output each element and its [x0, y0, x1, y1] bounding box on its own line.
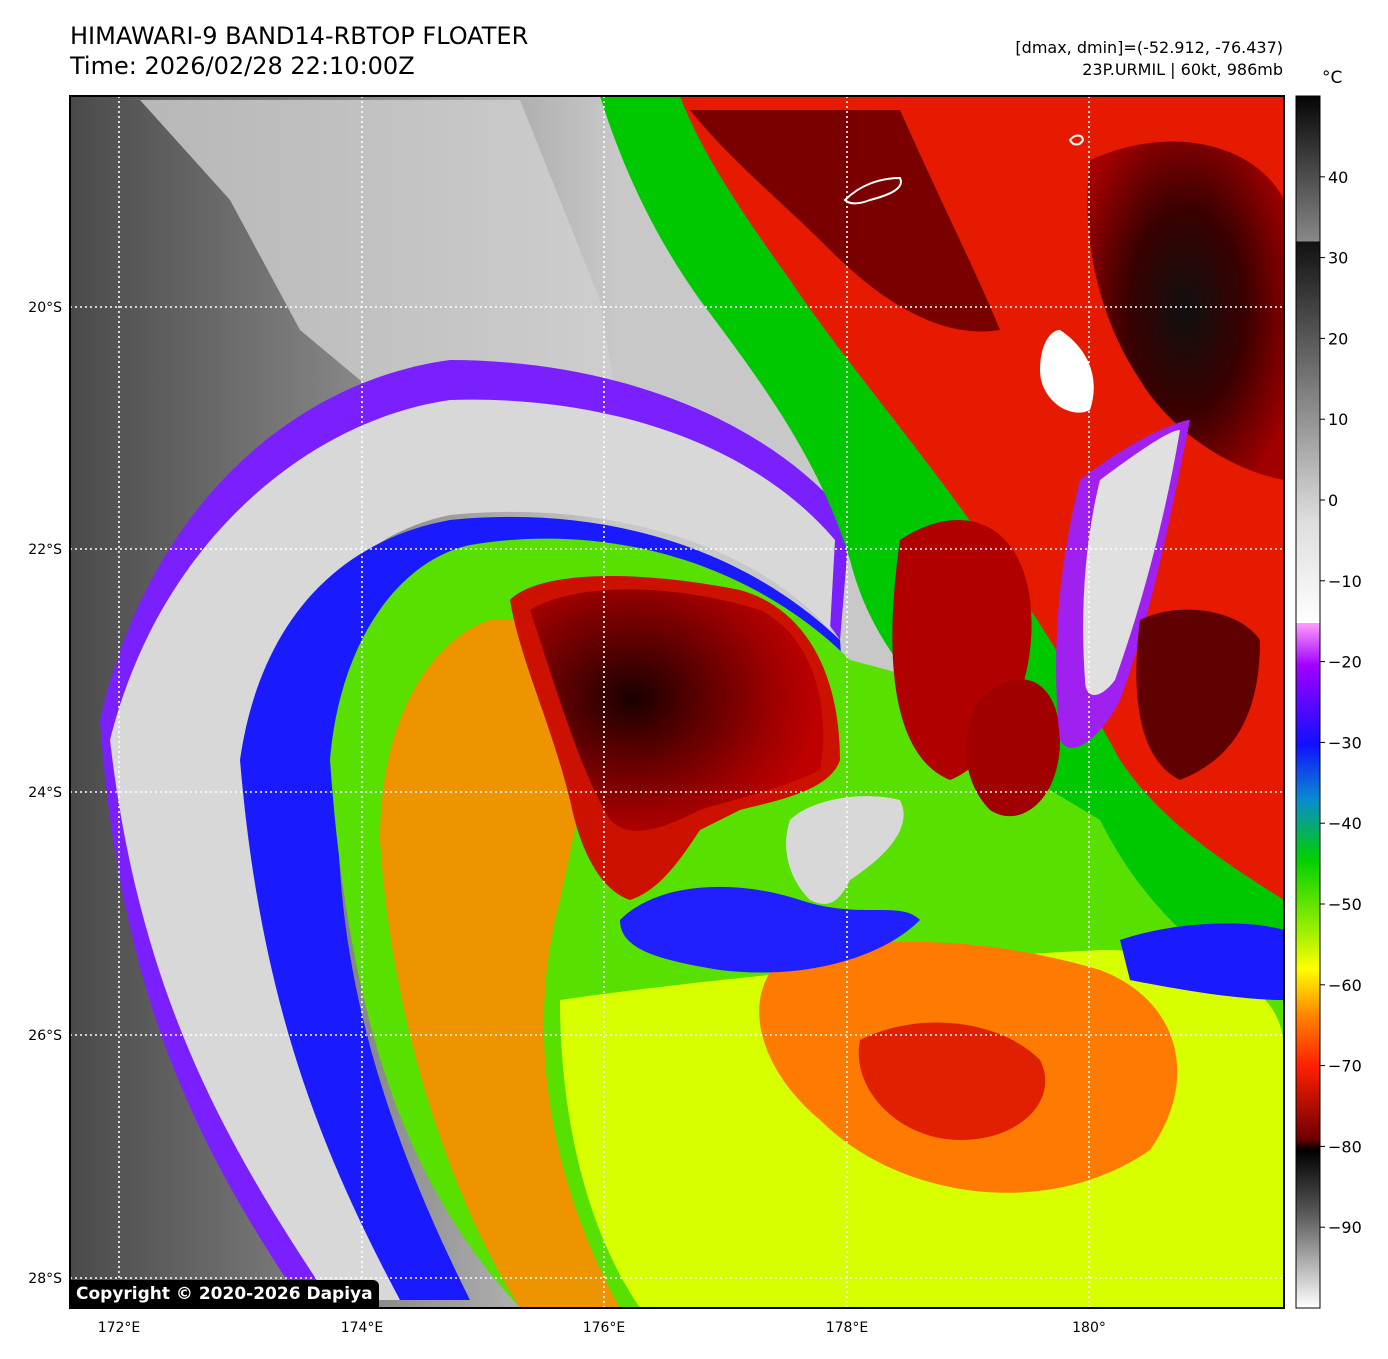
- lat-label: 24°S: [28, 785, 62, 801]
- colorbar: 40 30 20 10 0 −10 −20 −30 −40 −50 −60 −70 −80 −90: [1295, 95, 1362, 1309]
- colorbar-tick-label: −90: [1328, 1218, 1362, 1237]
- colorbar-tick-label: −70: [1328, 1057, 1362, 1076]
- colorbar-tick-label: −40: [1328, 814, 1362, 833]
- colorbar-tick-label: 20: [1328, 329, 1348, 348]
- colorbar-tick-label: −50: [1328, 895, 1362, 914]
- lon-label: 172°E: [98, 1320, 141, 1336]
- lat-label: 20°S: [28, 300, 62, 316]
- gridlines: [70, 96, 1284, 1308]
- colorbar-tick-label: 10: [1328, 410, 1348, 429]
- lat-label: 26°S: [28, 1028, 62, 1044]
- lat-label: 22°S: [28, 542, 62, 558]
- lon-label: 178°E: [826, 1320, 869, 1336]
- map-title: HIMAWARI-9 BAND14-RBTOP FLOATER: [70, 22, 529, 50]
- colorbar-tick-label: −30: [1328, 733, 1362, 752]
- colorbar-unit: °C: [1322, 68, 1343, 88]
- colorbar-tick-label: 0: [1328, 491, 1338, 510]
- satellite-imagery: [70, 96, 1284, 1308]
- colorbar-tick-label: −80: [1328, 1137, 1362, 1156]
- colorbar-ticks: 40 30 20 10 0 −10 −20 −30 −40 −50 −60 −70 −80 −90: [1320, 168, 1362, 1237]
- colorbar-tick-label: −10: [1328, 572, 1362, 591]
- lon-label: 180°: [1072, 1320, 1106, 1336]
- longitude-labels: 172°E 174°E 176°E 178°E 180°: [98, 1320, 1106, 1336]
- lat-label: 28°S: [28, 1271, 62, 1287]
- latitude-labels: 20°S 22°S 24°S 26°S 28°S: [28, 300, 62, 1287]
- map-frame: [69, 95, 1285, 1309]
- lon-label: 176°E: [583, 1320, 626, 1336]
- colorbar-tick-label: −60: [1328, 976, 1362, 995]
- dmax-dmin-readout: [dmax, dmin]=(-52.912, -76.437): [1015, 38, 1283, 57]
- colorbar-tick-label: 40: [1328, 168, 1348, 187]
- colorbar-tick-label: −20: [1328, 653, 1362, 672]
- colorbar-gradient: [1295, 95, 1321, 1309]
- lon-label: 174°E: [341, 1320, 384, 1336]
- map-timestamp: Time: 2026/02/28 22:10:00Z: [70, 52, 415, 80]
- colorbar-tick-label: 30: [1328, 249, 1348, 268]
- copyright-notice: Copyright © 2020-2026 Dapiya: [70, 1280, 379, 1308]
- storm-info: 23P.URMIL | 60kt, 986mb: [1082, 60, 1283, 79]
